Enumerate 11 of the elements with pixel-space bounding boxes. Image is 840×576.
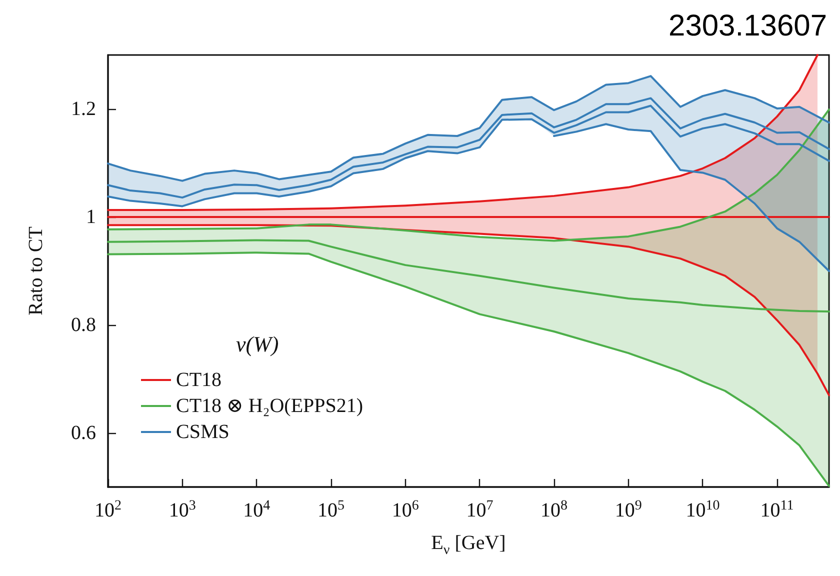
- x-axis-title: E$_{ν}$ [GeV]: [430, 531, 507, 560]
- legend-title: ν(W): [236, 332, 279, 356]
- legend-label: CSMS: [176, 421, 230, 443]
- y-tick-label: 1.2: [71, 98, 96, 120]
- y-tick-label: 0.6: [71, 422, 96, 444]
- legend-label: CT18: [176, 369, 222, 391]
- y-tick-label: 1: [86, 206, 96, 228]
- chart-title: 2303.13607: [668, 10, 828, 42]
- y-axis-title: Rato to CT: [25, 226, 47, 316]
- legend-label: CT18 ⊗ H₂O(EPPS21): [176, 395, 364, 417]
- y-tick-label: 0.8: [71, 314, 96, 336]
